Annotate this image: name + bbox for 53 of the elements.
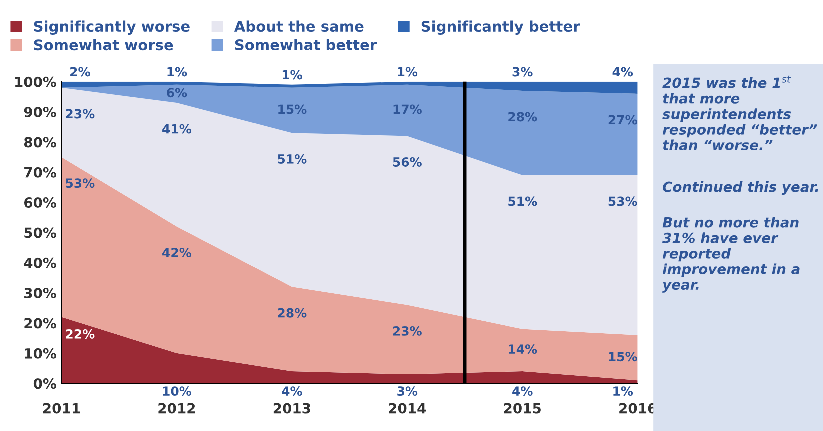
data-label: 27% <box>608 115 638 125</box>
y-tick-label: 90% <box>24 107 56 118</box>
data-label: 51% <box>278 154 307 164</box>
legend-label: Significantly better <box>422 20 580 35</box>
data-label: 22% <box>66 329 95 339</box>
y-tick-label: 70% <box>24 167 56 178</box>
data-label: 10% <box>163 386 192 396</box>
data-label: 1% <box>614 386 634 396</box>
x-tick-label: 2014 <box>389 403 426 414</box>
data-label: 1% <box>398 67 418 77</box>
data-label: 53% <box>66 178 95 188</box>
data-label: 3% <box>398 386 418 396</box>
text: But no more than 31% have ever reported improvement in a year. <box>662 217 800 293</box>
data-label: 1% <box>282 70 302 80</box>
legend-label: Significantly worse <box>34 20 190 35</box>
data-label: 56% <box>393 158 422 167</box>
data-label: 4% <box>512 386 533 396</box>
y-tick-label: 30% <box>24 288 56 299</box>
x-tick-label: 2011 <box>43 403 80 414</box>
data-label: 14% <box>509 344 538 354</box>
data-label: 23% <box>393 326 422 336</box>
data-label: 15% <box>609 352 638 362</box>
y-tick-label: 0% <box>34 378 56 390</box>
text: 2015 was the 1$^{st}$ that more superintendents responded “better” than “worse.” <box>662 76 818 151</box>
data-label: 23% <box>66 109 95 119</box>
data-label: 51% <box>508 196 538 206</box>
data-label: 2% <box>70 67 90 77</box>
y-tick-label: 100% <box>16 76 56 88</box>
data-label: 6% <box>167 88 188 98</box>
data-label: 15% <box>278 104 307 114</box>
x-tick-label: 2015 <box>504 403 541 414</box>
data-label: 4% <box>612 67 634 77</box>
y-tick-label: 80% <box>24 137 56 148</box>
text: Continued this year. <box>663 182 818 196</box>
y-tick-label: 60% <box>24 198 56 208</box>
y-tick-label: 40% <box>24 258 56 268</box>
data-label: 28% <box>508 112 538 122</box>
y-tick-label: 50% <box>24 228 56 238</box>
data-label: 4% <box>282 386 302 396</box>
data-label: 1% <box>168 67 188 77</box>
data-label: 3% <box>512 67 533 77</box>
data-label: 17% <box>394 104 422 114</box>
legend-label: Somewhat worse <box>34 39 174 51</box>
y-tick-label: 20% <box>24 318 56 329</box>
legend-label: About the same <box>234 20 364 32</box>
x-tick-label: 2013 <box>274 403 310 414</box>
data-label: 41% <box>162 124 192 134</box>
y-tick-label: 10% <box>25 348 56 359</box>
data-label: 53% <box>608 196 638 206</box>
data-label: 42% <box>162 248 192 258</box>
data-label: 28% <box>278 308 307 318</box>
x-tick-label: 2012 <box>158 403 196 414</box>
legend-label: Somewhat better <box>235 39 378 51</box>
